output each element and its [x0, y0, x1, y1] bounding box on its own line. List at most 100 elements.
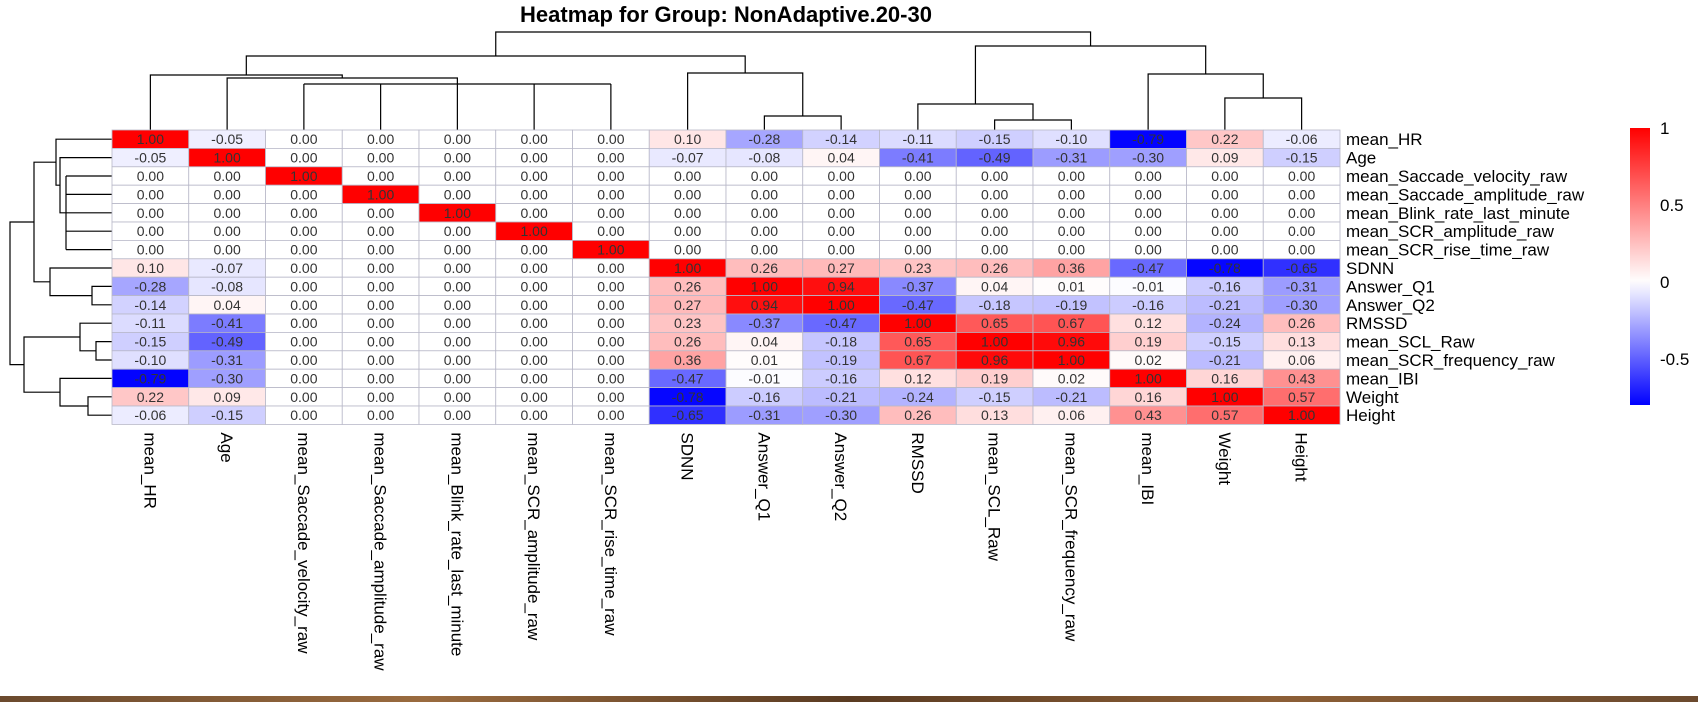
heatmap-cell: 0.00	[188, 221, 266, 241]
heatmap-cell: -0.49	[188, 331, 266, 352]
heatmap-cell: -0.16	[725, 387, 804, 407]
cell-value-label: 0.02	[1058, 370, 1085, 386]
cell-value-label: -0.19	[1055, 297, 1087, 313]
cell-value-label: -0.10	[1055, 131, 1087, 147]
cell-value-label: -0.47	[902, 297, 934, 313]
cell-value-label: 0.00	[521, 242, 548, 258]
cell-value-label: 0.00	[444, 334, 471, 350]
cell-value-label: -0.65	[1286, 260, 1318, 276]
heatmap-cell: 0.00	[955, 166, 1034, 186]
cell-value-label: 0.00	[444, 352, 471, 368]
cell-value-label: 0.00	[597, 370, 624, 386]
cell-value-label: -0.28	[134, 278, 166, 294]
cell-value-label: 0.96	[1058, 334, 1085, 350]
cell-value-label: 0.00	[137, 168, 164, 184]
cell-value-label: 0.06	[1288, 352, 1315, 368]
cell-value-label: 0.00	[367, 315, 394, 331]
heatmap-cell: 0.00	[802, 184, 880, 204]
cell-value-label: 0.26	[1288, 315, 1315, 331]
heatmap-cell: 0.00	[188, 203, 266, 223]
cell-value-label: 0.00	[981, 223, 1008, 239]
heatmap-cell: 0.00	[418, 184, 497, 204]
row-label: SDNN	[1346, 259, 1394, 278]
heatmap-cell: -0.05	[111, 147, 190, 168]
cell-value-label: 0.00	[1288, 168, 1315, 184]
cell-value-label: 0.00	[1058, 223, 1085, 239]
heatmap-cell: 0.00	[341, 331, 420, 352]
cell-value-label: -0.19	[825, 352, 857, 368]
heatmap-cell: 0.23	[648, 313, 727, 333]
cell-value-label: 0.00	[444, 389, 471, 405]
heatmap-cell: 0.00	[572, 368, 650, 389]
heatmap-cell: 0.00	[648, 184, 727, 204]
heatmap-cell: 0.00	[572, 387, 650, 407]
cell-value-label: 0.01	[1058, 278, 1085, 294]
cell-value-label: 0.00	[444, 260, 471, 276]
heatmap-cell: 1.00	[648, 258, 727, 278]
row-label: RMSSD	[1346, 314, 1407, 333]
cell-value-label: 0.00	[137, 205, 164, 221]
heatmap-cell: -0.11	[879, 129, 957, 149]
cell-value-label: 0.22	[1211, 131, 1238, 147]
cell-value-label: 0.00	[367, 168, 394, 184]
cell-value-label: -0.14	[825, 131, 857, 147]
heatmap-cell: 0.00	[879, 184, 957, 204]
heatmap-cell: 0.12	[879, 368, 957, 389]
cell-value-label: -0.47	[825, 315, 857, 331]
cell-value-label: 0.00	[1135, 223, 1162, 239]
cell-value-label: 0.43	[1288, 370, 1315, 386]
heatmap-cell: -0.15	[1186, 331, 1264, 352]
heatmap-cell: -0.31	[188, 350, 266, 370]
cell-value-label: 0.06	[1058, 407, 1085, 423]
heatmap-cell: 0.00	[341, 147, 420, 168]
cell-value-label: -0.10	[134, 352, 166, 368]
row-label: Height	[1346, 406, 1395, 425]
heatmap-cell: -0.15	[955, 129, 1034, 149]
cell-value-label: 0.00	[137, 242, 164, 258]
heatmap-cell: 0.00	[188, 184, 266, 204]
cell-value-label: 0.00	[521, 205, 548, 221]
heatmap-cell: 0.00	[1262, 184, 1341, 204]
heatmap-cell: 1.00	[1109, 368, 1187, 389]
heatmap-cell: 0.04	[802, 147, 880, 168]
cell-value-label: 0.13	[1288, 334, 1315, 350]
heatmap-cell: 0.00	[1109, 184, 1187, 204]
heatmap-cell: -0.16	[1109, 295, 1187, 315]
cell-value-label: 0.00	[444, 370, 471, 386]
heatmap-cell: 0.00	[418, 129, 497, 149]
cell-value-label: -0.21	[1209, 352, 1241, 368]
cell-value-label: 1.00	[1211, 389, 1238, 405]
heatmap-cell: 0.22	[111, 387, 190, 407]
heatmap-cell: 0.00	[495, 258, 573, 278]
column-label: mean_Saccade_amplitude_raw	[371, 432, 390, 671]
heatmap-cell: 0.00	[418, 295, 497, 315]
heatmap-cell: 0.43	[1109, 405, 1187, 425]
cell-value-label: 0.00	[674, 205, 701, 221]
cell-value-label: -0.18	[979, 297, 1011, 313]
heatmap-cell: 0.00	[648, 221, 727, 241]
heatmap-cell: 0.00	[341, 276, 420, 297]
cell-value-label: -0.16	[825, 370, 857, 386]
cell-value-label: 0.00	[367, 131, 394, 147]
cell-value-label: 0.00	[444, 242, 471, 258]
cell-value-label: 0.00	[214, 242, 241, 258]
heatmap-cell: 0.00	[572, 258, 650, 278]
heatmap-cell: 1.00	[1186, 387, 1264, 407]
heatmap-cell: 0.00	[265, 203, 343, 223]
cell-value-label: 0.00	[444, 150, 471, 166]
cell-value-label: 0.00	[597, 389, 624, 405]
cell-value-label: 0.00	[444, 131, 471, 147]
heatmap-cell: 0.00	[1032, 221, 1111, 241]
background-strip	[0, 696, 1698, 702]
heatmap-cell: 0.00	[418, 221, 497, 241]
heatmap-cell: 0.57	[1262, 387, 1341, 407]
cell-value-label: 0.00	[444, 186, 471, 202]
cell-value-label: 0.19	[1135, 334, 1162, 350]
heatmap-cell: 0.00	[111, 239, 190, 260]
heatmap-cell: 0.00	[341, 239, 420, 260]
cell-value-label: -0.31	[1286, 278, 1318, 294]
cell-value-label: 0.00	[214, 168, 241, 184]
heatmap-cell: 0.00	[648, 203, 727, 223]
heatmap-cell: 0.43	[1262, 368, 1341, 389]
heatmap-cell: 0.65	[955, 313, 1034, 333]
